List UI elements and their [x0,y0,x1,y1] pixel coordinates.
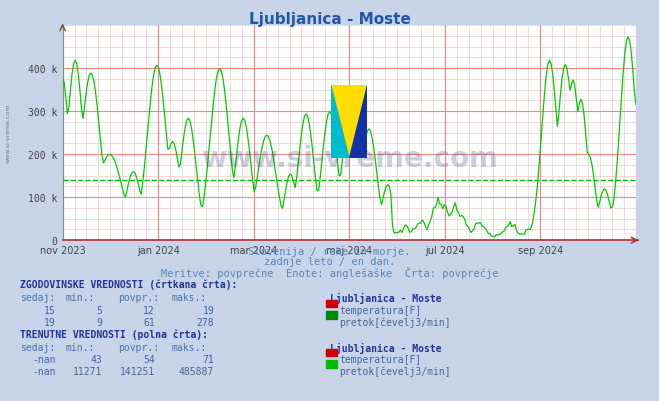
Text: 12: 12 [143,306,155,316]
Text: 61: 61 [143,317,155,327]
Text: 278: 278 [196,317,214,327]
Text: www.si-vreme.com: www.si-vreme.com [201,145,498,173]
Text: www.si-vreme.com: www.si-vreme.com [6,103,11,163]
Text: sedaj:: sedaj: [20,342,55,352]
Text: 141251: 141251 [120,366,155,376]
Text: Ljubljanica - Moste: Ljubljanica - Moste [330,293,441,304]
Text: temperatura[F]: temperatura[F] [339,354,422,365]
Text: zadnje leto / en dan.: zadnje leto / en dan. [264,257,395,267]
Text: 5: 5 [96,306,102,316]
Text: povpr.:: povpr.: [119,293,159,303]
Text: ZGODOVINSKE VREDNOSTI (črtkana črta):: ZGODOVINSKE VREDNOSTI (črtkana črta): [20,279,237,289]
Text: 19: 19 [44,317,56,327]
Polygon shape [349,86,367,158]
Text: TRENUTNE VREDNOSTI (polna črta):: TRENUTNE VREDNOSTI (polna črta): [20,329,208,339]
Text: pretok[čevelj3/min]: pretok[čevelj3/min] [339,317,451,327]
Text: 43: 43 [90,354,102,365]
Text: 54: 54 [143,354,155,365]
Text: Meritve: povprečne  Enote: anglešaške  Črta: povprečje: Meritve: povprečne Enote: anglešaške Črt… [161,267,498,279]
Text: -nan: -nan [32,366,56,376]
Text: maks.:: maks.: [171,293,206,303]
Polygon shape [331,86,349,158]
Text: 11271: 11271 [72,366,102,376]
Text: min.:: min.: [66,342,96,352]
Text: 15: 15 [44,306,56,316]
Text: 19: 19 [202,306,214,316]
Text: pretok[čevelj3/min]: pretok[čevelj3/min] [339,366,451,376]
Text: Ljubljanica - Moste: Ljubljanica - Moste [330,342,441,352]
Text: temperatura[F]: temperatura[F] [339,306,422,316]
Text: maks.:: maks.: [171,342,206,352]
Text: 485887: 485887 [179,366,214,376]
Text: min.:: min.: [66,293,96,303]
Text: 9: 9 [96,317,102,327]
Text: sedaj:: sedaj: [20,293,55,303]
Polygon shape [331,86,367,158]
Text: Slovenija / reke in morje.: Slovenija / reke in morje. [248,247,411,257]
Text: -nan: -nan [32,354,56,365]
Text: 71: 71 [202,354,214,365]
Text: Ljubljanica - Moste: Ljubljanica - Moste [248,12,411,27]
Text: povpr.:: povpr.: [119,342,159,352]
